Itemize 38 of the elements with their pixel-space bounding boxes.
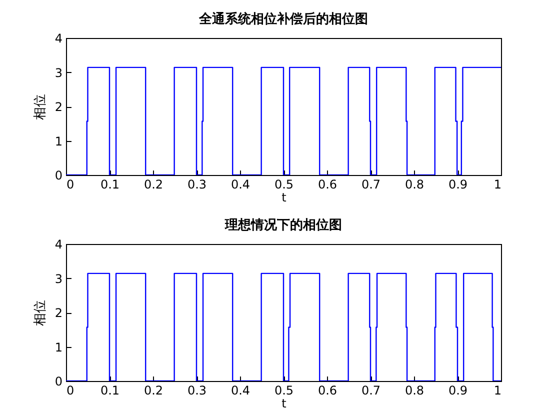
y-tick-label: 1 <box>54 134 62 148</box>
x-tick-label: 1 <box>494 384 502 398</box>
x-tick-label: 0 <box>66 384 74 398</box>
y-tick-label: 4 <box>54 32 62 46</box>
x-tick-label: 0.1 <box>100 178 120 192</box>
x-tick-label: 0.5 <box>274 178 294 192</box>
x-tick-label: 0.4 <box>230 178 250 192</box>
y-tick-label: 0 <box>54 374 62 388</box>
x-tick-label: 0.9 <box>448 384 468 398</box>
x-axis-title: t <box>282 190 287 204</box>
x-tick-label: 0 <box>66 178 74 192</box>
x-axis-title: t <box>282 396 287 410</box>
y-tick-label: 0 <box>54 168 62 182</box>
x-tick-label: 0.1 <box>100 384 120 398</box>
x-tick-label: 0.3 <box>187 178 207 192</box>
y-axis-title: 相位 <box>32 300 48 326</box>
x-tick-label: 0.9 <box>448 178 468 192</box>
y-tick-label: 4 <box>54 238 62 252</box>
x-tick-label: 0.8 <box>404 178 424 192</box>
x-tick-label: 0.3 <box>187 384 207 398</box>
chart-title: 理想情况下的相位图 <box>224 217 342 233</box>
x-tick-label: 0.2 <box>144 384 164 398</box>
y-tick-label: 3 <box>54 272 62 286</box>
y-axis-title: 相位 <box>32 94 48 120</box>
y-tick-label: 3 <box>54 66 62 80</box>
y-tick-label: 1 <box>54 340 62 354</box>
y-tick-label: 2 <box>54 306 62 320</box>
x-tick-label: 0.5 <box>274 384 294 398</box>
x-tick-label: 0.6 <box>318 178 338 192</box>
x-tick-label: 0.6 <box>318 384 338 398</box>
x-tick-label: 0.4 <box>230 384 250 398</box>
chart-title: 全通系统相位补偿后的相位图 <box>198 11 368 27</box>
x-tick-label: 0.2 <box>144 178 164 192</box>
x-tick-label: 0.8 <box>404 384 424 398</box>
x-tick-label: 0.7 <box>361 178 381 192</box>
x-tick-label: 0.7 <box>361 384 381 398</box>
y-tick-label: 2 <box>54 100 62 114</box>
x-tick-label: 1 <box>494 178 502 192</box>
